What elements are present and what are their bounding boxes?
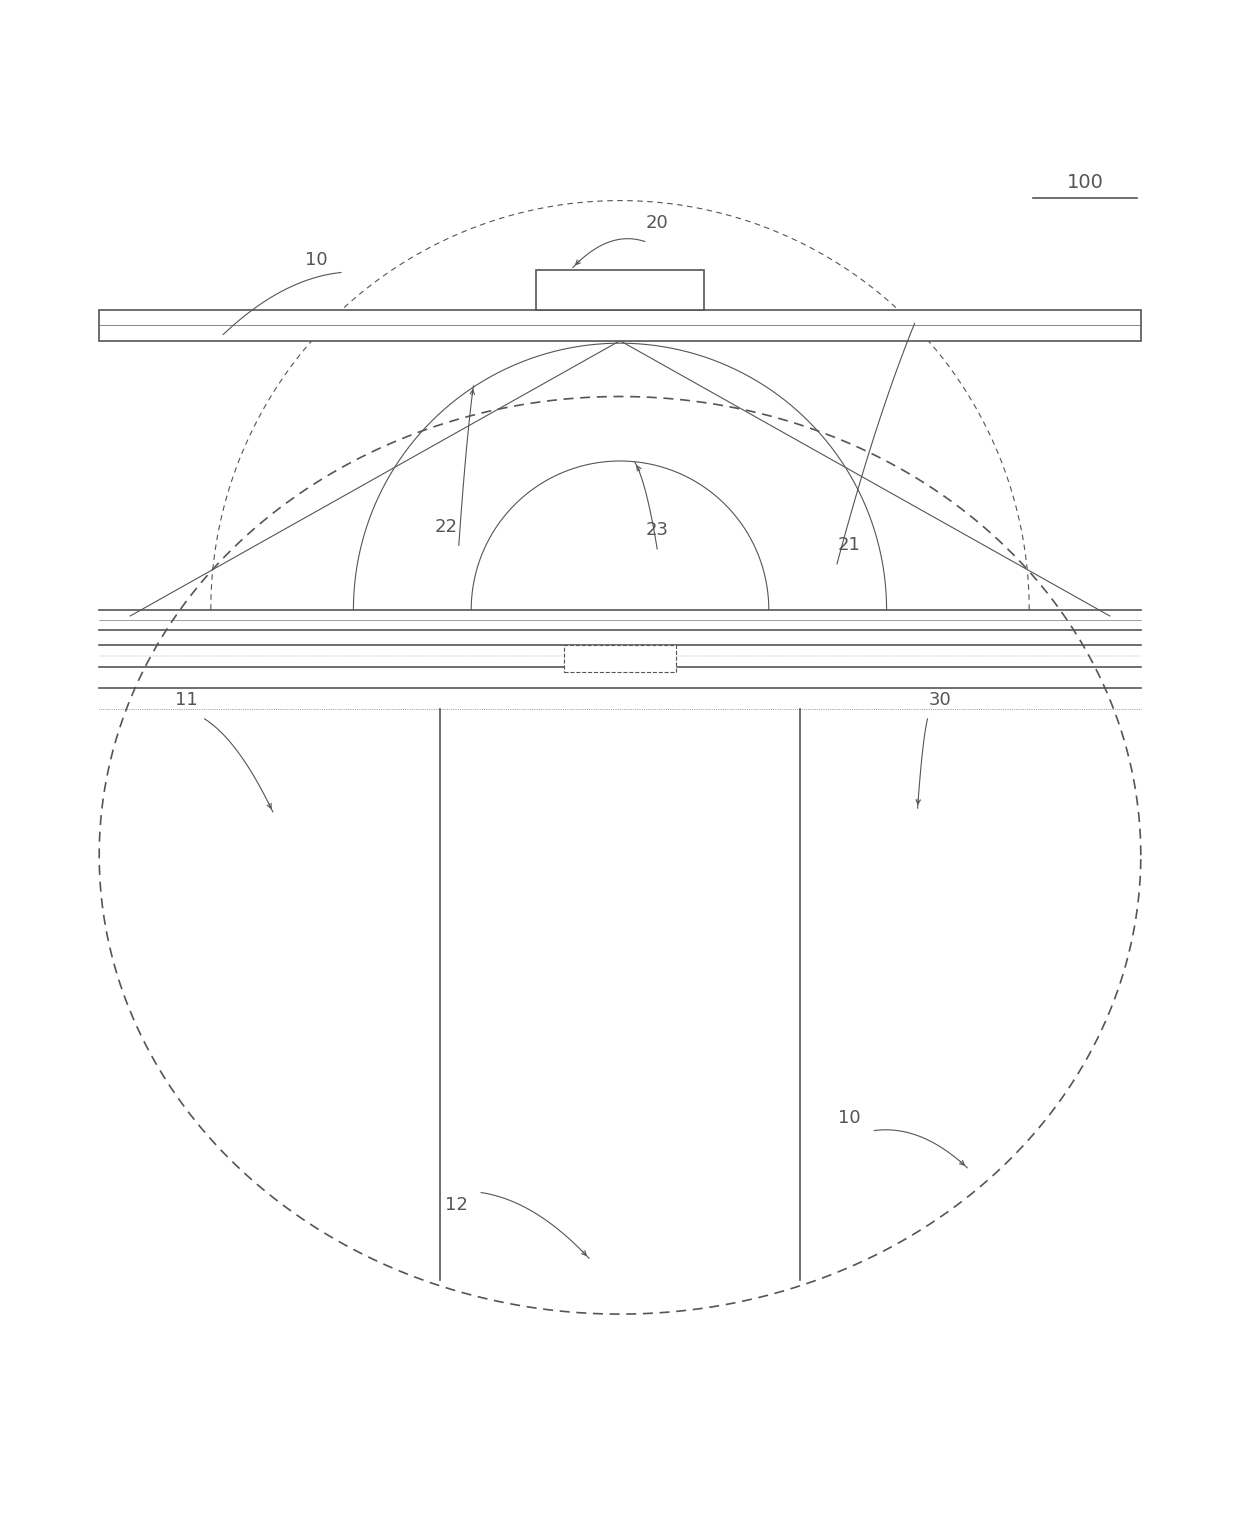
Bar <box>564 644 676 672</box>
Text: 21: 21 <box>838 536 861 555</box>
Text: 20: 20 <box>646 214 668 232</box>
Text: 10: 10 <box>305 251 327 269</box>
Bar <box>99 309 1141 341</box>
Text: 100: 100 <box>1066 172 1104 192</box>
Text: 23: 23 <box>646 521 668 539</box>
Text: 22: 22 <box>435 518 458 536</box>
Text: 11: 11 <box>175 692 197 709</box>
Text: 10: 10 <box>838 1110 861 1127</box>
Bar <box>536 271 704 309</box>
Text: 30: 30 <box>929 692 951 709</box>
Text: 12: 12 <box>445 1196 467 1214</box>
